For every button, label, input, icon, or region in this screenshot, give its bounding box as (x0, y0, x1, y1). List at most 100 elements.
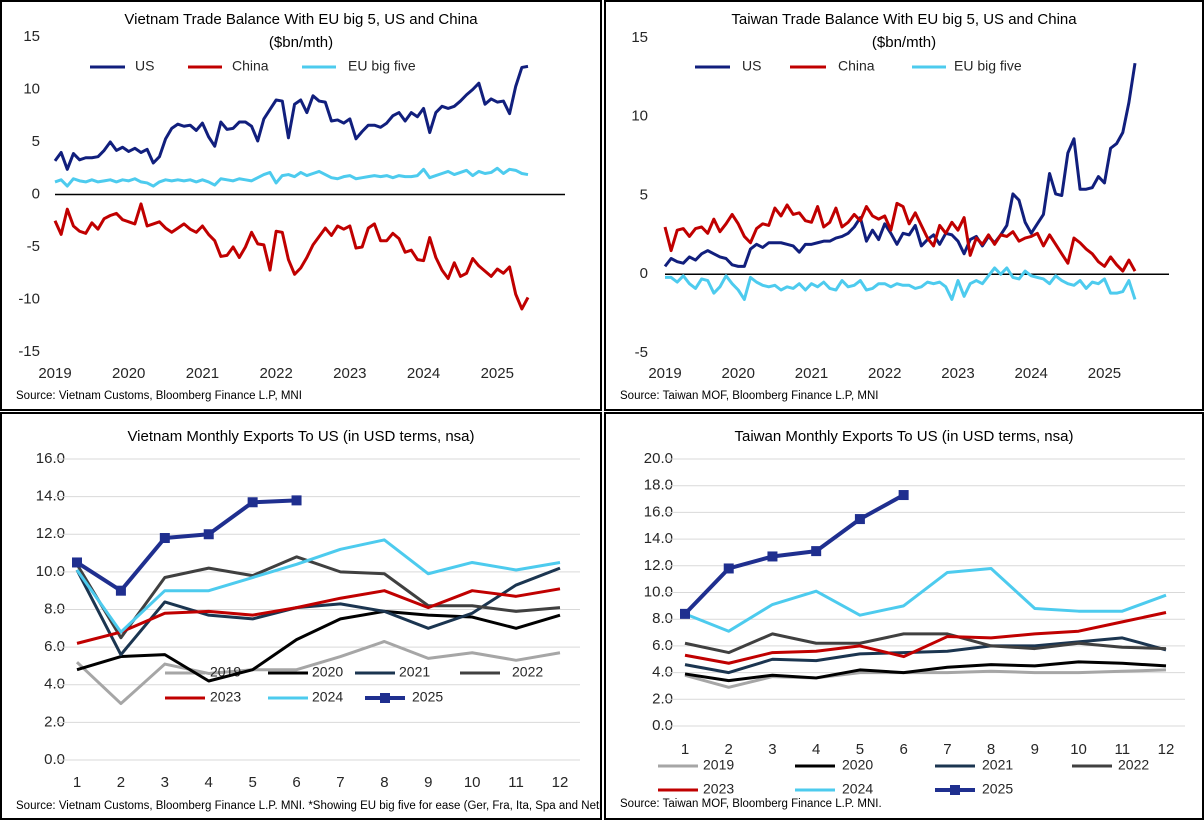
x-tick-label: 10 (464, 774, 481, 791)
y-tick-label: 10 (631, 108, 648, 125)
x-tick-label: 5 (856, 741, 864, 758)
y-tick-label: 4.0 (44, 676, 65, 693)
point-marker (767, 551, 778, 562)
series-line (75, 538, 561, 634)
y-tick-label: 18.0 (644, 477, 673, 494)
legend-label: 2022 (1118, 757, 1149, 773)
chart: Taiwan Trade Balance With EU big 5, US a… (620, 11, 1169, 402)
series-line (663, 201, 1137, 273)
x-tick-label: 2022 (868, 365, 901, 382)
chart: Taiwan Monthly Exports To US (in USD ter… (620, 428, 1185, 810)
source-note: Source: Taiwan MOF, Bloomberg Finance L.… (620, 798, 882, 810)
series-line (75, 498, 297, 593)
x-tick-label: 2 (725, 741, 733, 758)
series-line (53, 202, 530, 311)
y-tick-label: 16.0 (36, 450, 65, 467)
x-tick-label: 8 (987, 741, 995, 758)
panel: Vietnam Trade Balance With EU big 5, US … (0, 0, 602, 411)
y-tick-label: 10.0 (36, 563, 65, 580)
y-tick-label: 6.0 (652, 637, 673, 654)
legend-label: 2025 (412, 689, 443, 705)
y-tick-label: 12.0 (36, 525, 65, 542)
point-marker (898, 490, 909, 501)
legend-marker (950, 785, 960, 795)
y-tick-label: -15 (18, 343, 40, 360)
x-tick-label: 11 (1114, 741, 1130, 758)
x-tick-label: 7 (336, 774, 344, 791)
x-tick-label: 12 (1158, 741, 1175, 758)
series-line (684, 636, 1167, 675)
y-tick-label: -10 (18, 290, 40, 307)
legend-label: China (232, 58, 269, 74)
chart-title: Taiwan Monthly Exports To US (in USD ter… (734, 428, 1073, 445)
legend-label: 2025 (982, 781, 1013, 797)
y-tick-label: 16.0 (644, 503, 673, 520)
chart-subtitle: ($bn/mth) (872, 34, 936, 51)
x-tick-label: 4 (205, 774, 213, 791)
y-tick-label: 10.0 (644, 583, 673, 600)
point-marker (159, 533, 170, 544)
legend-label: EU big five (348, 58, 416, 74)
x-tick-label: 2024 (407, 365, 440, 382)
panel: Taiwan Trade Balance With EU big 5, US a… (604, 0, 1204, 411)
legend-label: 2019 (703, 757, 734, 773)
legend-label: 2020 (842, 757, 873, 773)
point-marker (115, 585, 126, 596)
x-tick-label: 2023 (941, 365, 974, 382)
y-tick-label: 10 (23, 80, 40, 97)
point-marker (854, 514, 865, 525)
series-line (75, 639, 561, 706)
x-tick-label: 10 (1070, 741, 1087, 758)
x-tick-label: 9 (1031, 741, 1039, 758)
series-line (663, 62, 1137, 268)
y-tick-label: 15 (23, 28, 40, 45)
y-tick-label: 6.0 (44, 638, 65, 655)
series-line (75, 566, 561, 657)
source-note: Source: Taiwan MOF, Bloomberg Finance L.… (620, 390, 878, 402)
y-tick-label: 5 (32, 133, 40, 150)
x-tick-label: 1 (73, 774, 81, 791)
series-line (665, 266, 1137, 301)
y-tick-label: 14.0 (36, 488, 65, 505)
legend-label: 2021 (399, 664, 430, 680)
x-tick-label: 6 (292, 774, 300, 791)
legend-label: US (742, 58, 761, 74)
legend-label: 2024 (842, 781, 873, 797)
x-tick-label: 2022 (259, 365, 292, 382)
x-tick-label: 3 (161, 774, 169, 791)
x-tick-label: 2021 (795, 365, 828, 382)
y-tick-label: 5 (640, 186, 648, 203)
point-marker (723, 563, 734, 574)
y-tick-label: 2.0 (652, 690, 673, 707)
source-note: Source: Vietnam Customs, Bloomberg Finan… (16, 800, 600, 812)
x-tick-label: 2020 (722, 365, 755, 382)
chart-title: Taiwan Trade Balance With EU big 5, US a… (731, 11, 1077, 28)
chart-title: Vietnam Trade Balance With EU big 5, US … (124, 11, 478, 28)
y-tick-label: 20.0 (644, 450, 673, 467)
point-marker (203, 529, 214, 540)
y-tick-label: 0.0 (44, 751, 65, 768)
y-tick-label: 8.0 (652, 610, 673, 627)
chart-title: Vietnam Monthly Exports To US (in USD te… (127, 428, 474, 445)
x-tick-label: 2019 (38, 365, 71, 382)
legend-label: 2021 (982, 757, 1013, 773)
legend-label: 2023 (210, 689, 241, 705)
y-tick-label: 14.0 (644, 530, 673, 547)
x-tick-label: 6 (899, 741, 907, 758)
x-tick-label: 2023 (333, 365, 366, 382)
chart: Vietnam Trade Balance With EU big 5, US … (16, 11, 565, 402)
legend-label: 2023 (703, 781, 734, 797)
legend-label: 2020 (312, 664, 343, 680)
point-marker (247, 497, 258, 508)
x-tick-label: 11 (508, 774, 524, 791)
legend-label: EU big five (954, 58, 1022, 74)
series-line (683, 493, 905, 616)
legend-label: US (135, 58, 154, 74)
x-tick-label: 2020 (112, 365, 145, 382)
y-tick-label: 4.0 (652, 664, 673, 681)
series-line (684, 660, 1167, 683)
panel: Vietnam Monthly Exports To US (in USD te… (0, 412, 602, 820)
series-line (76, 609, 561, 683)
y-tick-label: 0.0 (652, 717, 673, 734)
